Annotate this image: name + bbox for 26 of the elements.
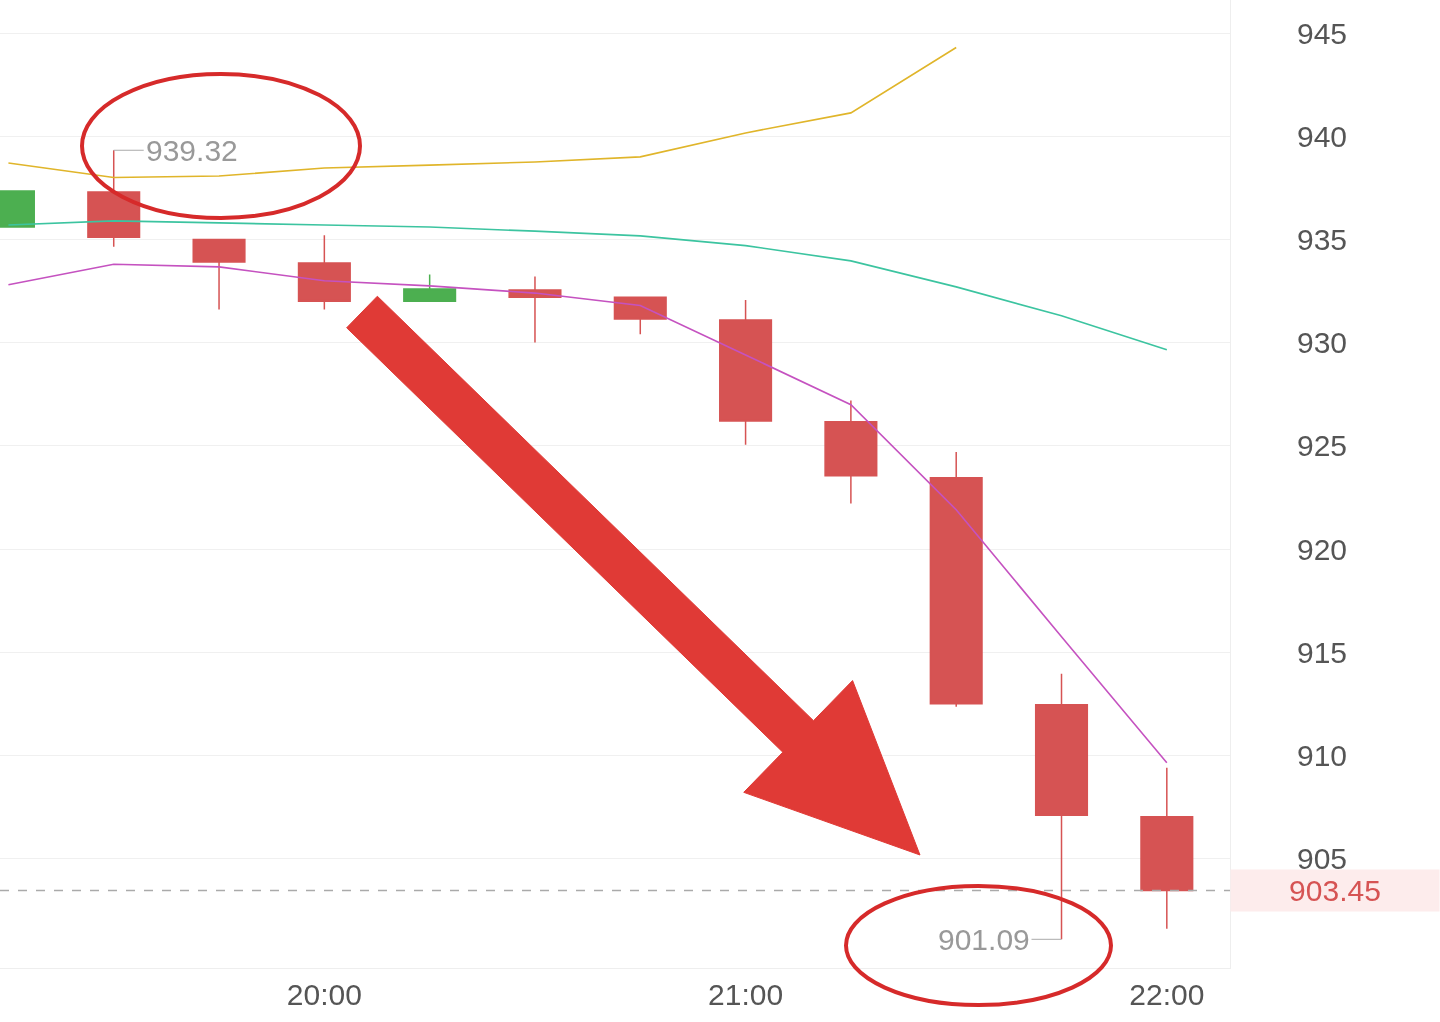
y-tick-label: 930	[1297, 326, 1348, 360]
candlestick	[1140, 767, 1194, 930]
ref-line-label: 903.45	[1289, 874, 1381, 907]
y-tick-label: 940	[1297, 119, 1348, 153]
x-tick-label: 22:00	[1129, 978, 1205, 1011]
y-tick-label: 910	[1297, 738, 1348, 772]
y-tick-label: 915	[1297, 635, 1348, 669]
y-tick-label: 925	[1297, 429, 1348, 463]
y-tick-label: 945	[1297, 16, 1348, 50]
x-tick-label: 21:00	[708, 978, 784, 1011]
annotation: 901.09	[938, 923, 1030, 956]
y-tick-label: 920	[1297, 532, 1348, 566]
line-series	[7, 263, 1168, 764]
y-tick-label: 905	[1297, 842, 1348, 876]
y-tick-label: 935	[1297, 222, 1348, 256]
line-series	[7, 220, 1168, 351]
candlestick	[192, 238, 246, 311]
candlestick	[824, 399, 878, 505]
annotation: 939.32	[146, 134, 238, 167]
candlestick	[719, 299, 773, 446]
line-series	[7, 46, 957, 179]
candlestick	[403, 273, 457, 303]
candlestick	[613, 296, 667, 336]
candlestick	[929, 451, 983, 708]
x-tick-label: 20:00	[286, 978, 362, 1011]
candlestick	[297, 234, 351, 311]
